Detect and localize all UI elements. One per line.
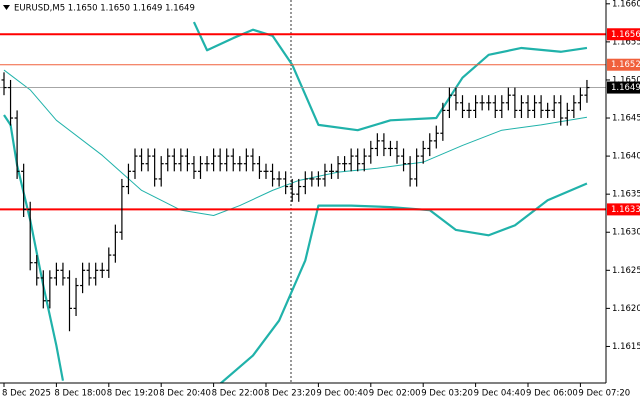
x-tick-label: 8 Dec 2025 (2, 389, 51, 399)
band-line (192, 21, 588, 132)
y-tick-label: 1.1660 (612, 0, 640, 9)
level-label-box (607, 28, 640, 41)
x-tick-label: 9 Dec 04:40 (474, 389, 526, 399)
level-label-box (607, 58, 640, 71)
x-tick-label: 8 Dec 20:40 (159, 389, 211, 399)
level-label: 1.1656 (611, 30, 640, 40)
level-label: 1.1633 (611, 205, 640, 215)
y-tick-label: 1.1630 (612, 228, 640, 238)
x-tick-label: 9 Dec 00:40 (316, 389, 368, 399)
y-tick-label: 1.1655 (612, 37, 640, 47)
last-price-box (607, 81, 640, 94)
collapse-icon (3, 5, 10, 10)
y-tick-label: 1.1625 (612, 266, 640, 276)
x-tick-label: 8 Dec 18:00 (54, 389, 106, 399)
y-tick-label: 1.1620 (612, 304, 640, 314)
x-tick-label: 9 Dec 07:20 (578, 389, 630, 399)
y-tick-label: 1.1615 (612, 342, 640, 352)
chart-title: EURUSD,M5 1.1650 1.1650 1.1649 1.1649 (14, 4, 195, 14)
x-tick-label: 8 Dec 19:20 (107, 389, 159, 399)
level-label-box (607, 203, 640, 216)
y-tick-label: 1.1650 (612, 75, 640, 85)
band-line (3, 69, 588, 216)
x-tick-label: 9 Dec 03:20 (421, 389, 473, 399)
level-label: 1.1652 (611, 60, 640, 70)
y-tick-label: 1.1645 (612, 114, 640, 124)
y-tick-label: 1.1635 (612, 190, 640, 200)
last-price-label: 1.1649 (611, 83, 640, 93)
x-tick-label: 9 Dec 02:00 (369, 389, 421, 399)
y-tick-label: 1.1640 (612, 152, 640, 162)
x-tick-label: 9 Dec 06:00 (526, 389, 578, 399)
plot-area (0, 21, 606, 383)
x-tick-label: 8 Dec 22:00 (212, 389, 264, 399)
x-tick-label: 8 Dec 23:20 (264, 389, 316, 399)
